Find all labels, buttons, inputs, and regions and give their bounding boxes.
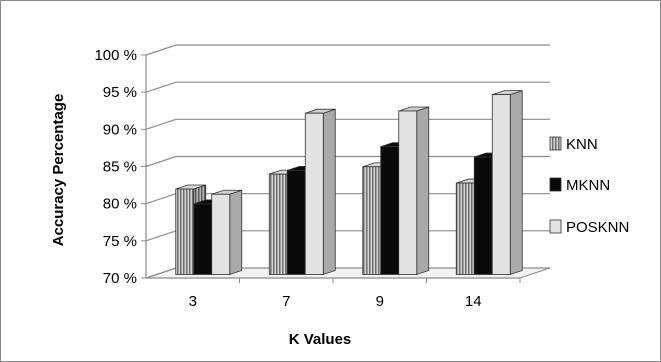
y-tick-label: 85 % (103, 159, 137, 176)
legend-swatch (549, 219, 562, 234)
bar-front (211, 193, 231, 275)
bar-front (175, 188, 195, 275)
bar-front (193, 203, 213, 275)
bar-front (362, 166, 382, 275)
legend-label: MKNN (566, 177, 610, 194)
legend-swatch (549, 177, 562, 192)
bar-front (455, 182, 475, 275)
gridline (145, 44, 550, 56)
legend-item-knn: KNN (549, 136, 598, 153)
x-tick-label: 3 (189, 293, 197, 310)
bar-front (268, 173, 288, 275)
x-axis-title: K Values (289, 331, 352, 348)
bar-front (380, 146, 400, 275)
bar-side (322, 108, 336, 276)
bar-front (398, 110, 418, 275)
legend-swatch (549, 136, 562, 151)
bar-posknn-k14 (491, 90, 523, 276)
bars (175, 90, 523, 276)
legend: KNN MKNN POSKNN (549, 136, 629, 236)
legend-item-posknn: POSKNN (549, 219, 629, 236)
legend-item-mknn: MKNN (549, 177, 610, 194)
x-tick-label: 14 (465, 293, 482, 310)
bar-posknn-k3 (211, 189, 243, 276)
y-tick-label: 75 % (103, 233, 137, 250)
bar-side (416, 106, 430, 276)
x-tick-label: 7 (282, 293, 290, 310)
x-tick-label: 9 (376, 293, 384, 310)
gridline (145, 81, 550, 93)
bar-front (304, 112, 324, 275)
bar-front (286, 170, 306, 275)
y-axis-title: Accuracy Percentage (50, 94, 67, 247)
axes (141, 54, 521, 283)
bar-posknn-k9 (398, 106, 430, 276)
y-tick-label: 80 % (103, 196, 137, 213)
bar-front (473, 156, 493, 275)
bar-posknn-k7 (304, 108, 336, 276)
bar-side (229, 189, 243, 276)
legend-label: KNN (566, 136, 598, 153)
y-tick-labels: 70 % 75 % 80 % 85 % 90 % 95 % 100 % (94, 47, 137, 287)
x-tick-labels: 3 7 9 14 (189, 293, 482, 310)
bar-side (509, 90, 523, 276)
y-tick-label: 70 % (103, 270, 137, 287)
y-tick-label: 90 % (103, 121, 137, 138)
y-tick-label: 100 % (94, 47, 137, 64)
legend-label: POSKNN (566, 219, 629, 236)
bar-front (491, 94, 511, 275)
y-tick-label: 95 % (103, 84, 137, 101)
